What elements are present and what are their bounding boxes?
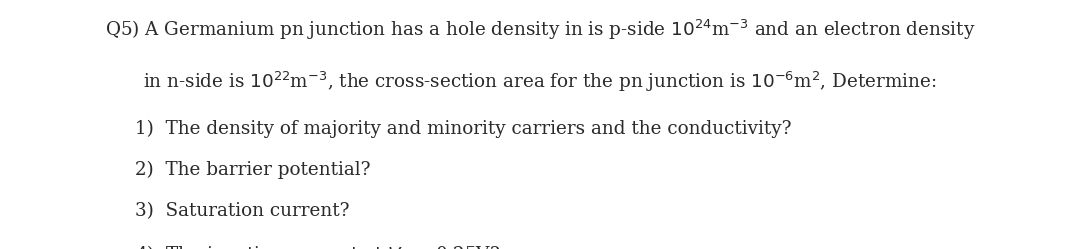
Text: 2)  The barrier potential?: 2) The barrier potential? <box>135 161 370 179</box>
Text: 4)  The junction current at $V_F$ = 0.25V?: 4) The junction current at $V_F$ = 0.25V… <box>135 243 500 249</box>
Text: Q5) A Germanium pn junction has a hole density in is p-side $10^{24}$m$^{-3}$ an: Q5) A Germanium pn junction has a hole d… <box>105 17 975 42</box>
Text: 1)  The density of majority and minority carriers and the conductivity?: 1) The density of majority and minority … <box>135 120 792 138</box>
Text: 3)  Saturation current?: 3) Saturation current? <box>135 202 350 220</box>
Text: in n-side is $10^{22}$m$^{-3}$, the cross-section area for the pn junction is $1: in n-side is $10^{22}$m$^{-3}$, the cros… <box>144 70 936 94</box>
